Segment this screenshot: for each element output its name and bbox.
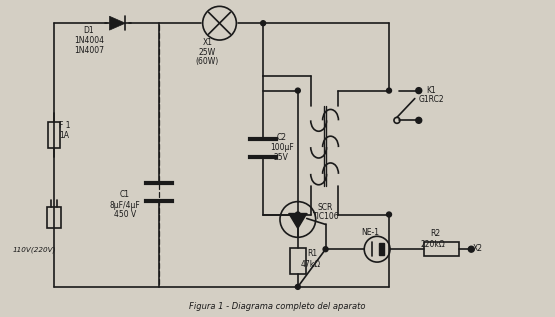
Circle shape [468, 246, 475, 252]
Circle shape [295, 284, 300, 289]
Text: 220kΩ: 220kΩ [421, 240, 446, 249]
Circle shape [416, 87, 422, 94]
Text: C2: C2 [277, 133, 287, 142]
Text: D1: D1 [84, 26, 94, 35]
Circle shape [295, 212, 300, 217]
Text: Figura 1 - Diagrama completo del aparato: Figura 1 - Diagrama completo del aparato [189, 302, 365, 311]
Circle shape [261, 21, 266, 26]
Text: 1N4004: 1N4004 [74, 36, 104, 45]
Text: F 1: F 1 [59, 121, 70, 130]
Polygon shape [289, 214, 307, 228]
Bar [48, 122, 60, 148]
Text: 25V: 25V [273, 153, 288, 162]
Text: 47kΩ: 47kΩ [301, 260, 321, 269]
Text: (60W): (60W) [196, 57, 219, 66]
Text: SCR: SCR [317, 203, 333, 211]
Circle shape [386, 88, 391, 93]
Bar [379, 243, 384, 255]
Text: 1A: 1A [59, 131, 69, 140]
Text: 1N4007: 1N4007 [74, 46, 104, 55]
Text: R2: R2 [431, 229, 441, 238]
Text: TIC106: TIC106 [312, 212, 339, 222]
Circle shape [386, 212, 391, 217]
Text: NE-1: NE-1 [361, 228, 379, 237]
Bar [423, 242, 460, 256]
Text: G1RC2: G1RC2 [419, 95, 445, 105]
Text: R1: R1 [307, 249, 318, 258]
Text: 25W: 25W [199, 48, 216, 57]
Text: 110V(220V): 110V(220V) [12, 246, 56, 253]
Polygon shape [109, 16, 125, 30]
Text: 450 V: 450 V [114, 210, 137, 219]
Bar [47, 207, 61, 228]
Circle shape [416, 117, 422, 123]
Text: C1: C1 [119, 190, 129, 199]
Bar [290, 248, 306, 274]
Text: X1: X1 [203, 38, 213, 47]
Circle shape [323, 247, 328, 252]
Text: 100µF: 100µF [270, 143, 294, 152]
Text: 8µF/4µF: 8µF/4µF [109, 201, 140, 210]
Text: K1: K1 [427, 86, 436, 94]
Circle shape [295, 88, 300, 93]
Text: X2: X2 [472, 244, 482, 253]
